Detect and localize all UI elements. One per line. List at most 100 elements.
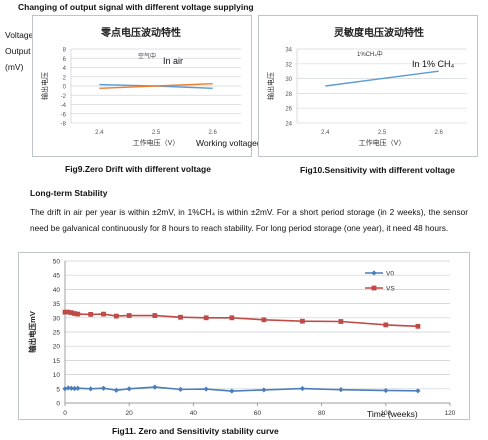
y-tick-label: 4 bbox=[63, 66, 67, 72]
fig11-caption: Fig11. Zero and Sensitivity stability cu… bbox=[112, 426, 279, 436]
v0-point bbox=[177, 386, 184, 392]
vs-point bbox=[113, 313, 119, 319]
y-tick-label: 28 bbox=[285, 92, 292, 98]
x-axis-title: 工作电压（V） bbox=[359, 138, 406, 147]
x-tick-label: 2.5 bbox=[152, 130, 161, 136]
stability-chart-panel: 0 5 10 15 20 25 30 35 40 45 50 0 20 40 60 80 100 120 输出电压m… bbox=[18, 252, 470, 420]
v0-point bbox=[299, 385, 306, 392]
fig9-caption: Fig9.Zero Drift with different voltage bbox=[65, 164, 211, 174]
series-line-1 bbox=[325, 70, 439, 87]
legend-marker-v0 bbox=[371, 270, 377, 276]
y-tick-label: 30 bbox=[285, 77, 292, 83]
stability-chart: 0 5 10 15 20 25 30 35 40 45 50 0 20 40 60 80 100 120 输出电压m… bbox=[27, 259, 456, 420]
y-tick-label: 34 bbox=[285, 48, 292, 54]
y-tick-label: 40 bbox=[53, 287, 61, 294]
zero-drift-chart-panel: 零点电压波动特性 -8 -6 -4 -2 0 2 4 6 8 2.4 2.5 2.6 工作电压（V） 输出电… bbox=[32, 15, 252, 157]
x-tick-label: 2.6 bbox=[208, 130, 217, 136]
annotation-cn: 1%CH₄中 bbox=[357, 50, 383, 58]
y-axis-title: 输出电压 bbox=[266, 72, 275, 100]
y-tick-label: 5 bbox=[56, 386, 60, 393]
vs-point bbox=[75, 311, 81, 317]
vs-point bbox=[126, 313, 132, 318]
vs-point bbox=[229, 315, 235, 321]
legend-marker-vs bbox=[371, 285, 377, 291]
x-tick-label: 2.5 bbox=[378, 130, 387, 136]
vs-point bbox=[178, 314, 183, 320]
fig10-caption: Fig10.Sensitivity with different voltage bbox=[300, 165, 455, 175]
y-tick-label: 2 bbox=[63, 75, 67, 81]
v0-point bbox=[229, 388, 235, 394]
y-tick-label: 45 bbox=[53, 273, 61, 280]
v0-point bbox=[152, 384, 158, 390]
y-tick-label: 32 bbox=[285, 62, 292, 68]
vs-point bbox=[72, 311, 78, 316]
x-tick-label: 0 bbox=[63, 410, 67, 417]
section-paragraph: The drift in air per year is within ±2mV… bbox=[30, 207, 468, 233]
y-tick-label: 26 bbox=[285, 107, 292, 113]
y-tick-label: 0 bbox=[63, 85, 67, 91]
vs-point bbox=[101, 311, 106, 317]
v0-point bbox=[338, 387, 344, 393]
vs-point bbox=[415, 323, 421, 329]
y-tick-label: 8 bbox=[63, 48, 67, 54]
y-axis-title: 输出电压mV bbox=[27, 311, 37, 353]
section-heading: Long-term Stability bbox=[30, 188, 108, 198]
y-tick-label: 25 bbox=[53, 330, 61, 337]
y-tick-label: 10 bbox=[53, 372, 61, 379]
v0-point bbox=[65, 385, 71, 391]
y-tick-label: 35 bbox=[53, 301, 61, 308]
v0-point bbox=[68, 385, 75, 391]
vs-point bbox=[203, 315, 209, 321]
vs-point bbox=[88, 311, 94, 317]
y-tick-label: -4 bbox=[61, 103, 67, 109]
x-tick-label: 100 bbox=[380, 410, 391, 417]
y-tick-label: 0 bbox=[56, 401, 60, 408]
x-tick-label: 40 bbox=[190, 410, 198, 417]
annotation-en: In 1% CH₄ bbox=[412, 59, 455, 69]
annotation-cn: 空气中 bbox=[138, 52, 156, 60]
legend-label-vs: VS bbox=[386, 286, 395, 293]
legend-label-v0: V0 bbox=[386, 271, 394, 278]
sensitivity-chart: 灵敏度电压波动特性 24 26 28 30 32 34 2.4 2.5 2.6 工作电压（V） 输出电… bbox=[266, 26, 467, 147]
vs-point bbox=[62, 309, 68, 315]
chart-title: 零点电压波动特性 bbox=[100, 26, 181, 39]
y-axis-title: 输出电压 bbox=[40, 72, 49, 100]
y-tick-label: -2 bbox=[61, 94, 67, 100]
x-axis-label-en: Working voltage(V) bbox=[196, 138, 269, 148]
vs-point bbox=[383, 322, 389, 328]
v0-point bbox=[126, 386, 132, 392]
y-tick-label: -8 bbox=[61, 122, 67, 128]
y-tick-label: 30 bbox=[53, 315, 61, 322]
x-tick-label: 60 bbox=[254, 410, 262, 417]
v0-point bbox=[113, 387, 119, 393]
x-axis-title: 工作电压（V） bbox=[133, 138, 180, 147]
chart-title: 灵敏度电压波动特性 bbox=[334, 26, 424, 39]
x-tick-label: 2.4 bbox=[321, 130, 330, 136]
v0-point bbox=[261, 387, 267, 393]
vs-point bbox=[152, 313, 158, 318]
vs-point bbox=[300, 318, 305, 324]
section-title: Changing of output signal with different… bbox=[18, 2, 254, 12]
vs-point bbox=[261, 317, 267, 323]
y-tick-label: -6 bbox=[61, 112, 67, 118]
x-tick-label: 2.6 bbox=[434, 130, 443, 136]
v0-point bbox=[75, 385, 81, 391]
sensitivity-chart-panel: 灵敏度电压波动特性 24 26 28 30 32 34 2.4 2.5 2.6 工作电压（V） 输出电… bbox=[258, 15, 478, 157]
y-label-line-2: Output bbox=[5, 46, 31, 56]
x-tick-label: 20 bbox=[126, 410, 134, 417]
v0-point bbox=[100, 385, 107, 391]
y-tick-label: 20 bbox=[53, 344, 61, 351]
x-tick-label: 2.4 bbox=[95, 130, 104, 136]
annotation-en: In air bbox=[163, 56, 183, 66]
y-tick-label: 50 bbox=[53, 259, 61, 266]
zero-drift-chart: 零点电压波动特性 -8 -6 -4 -2 0 2 4 6 8 2.4 2.5 2.6 工作电压（V） 输出电… bbox=[40, 26, 241, 147]
v0-point bbox=[203, 386, 209, 392]
vs-point bbox=[65, 309, 71, 315]
vs-point bbox=[69, 310, 74, 316]
x-tick-label: 120 bbox=[445, 410, 456, 417]
series-line-2 bbox=[99, 82, 213, 90]
v0-point bbox=[88, 386, 94, 392]
x-axis-title: Time (weeks) bbox=[367, 409, 418, 419]
x-tick-label: 80 bbox=[318, 410, 326, 417]
y-label-line-1: Voltage bbox=[5, 30, 34, 40]
